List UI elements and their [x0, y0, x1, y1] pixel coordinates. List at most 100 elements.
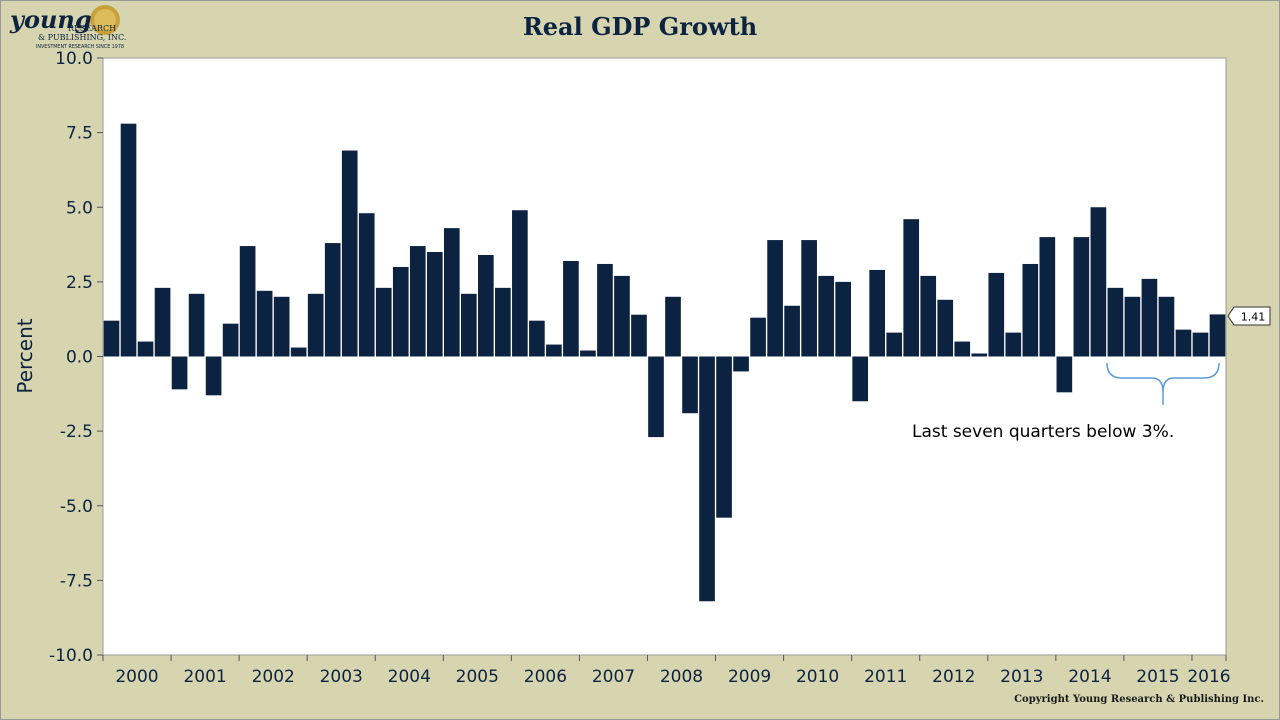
x-tick-label-2012: 2012 [932, 667, 975, 687]
bar-10 [273, 296, 290, 357]
x-tick-label-2009: 2009 [728, 667, 771, 687]
x-tick-label-2000: 2000 [115, 667, 158, 687]
y-tick-label-6: -5.0 [60, 497, 93, 517]
bar-38 [750, 317, 766, 357]
bar-1 [120, 123, 137, 357]
logo-line1: RESEARCH [68, 24, 116, 33]
x-tick-label-2004: 2004 [388, 667, 431, 687]
bar-22 [478, 255, 494, 357]
bar-2 [137, 341, 154, 357]
bar-34 [682, 356, 698, 414]
last-value-callout: 1.41 [1227, 306, 1271, 326]
bar-52 [988, 272, 1005, 357]
plot-area [102, 57, 1227, 656]
annotation-brace [1106, 362, 1220, 405]
bar-3 [154, 287, 171, 357]
bar-5 [188, 293, 205, 357]
bar-49 [937, 299, 954, 357]
x-tick-label-2014: 2014 [1068, 667, 1111, 687]
bar-20 [443, 228, 460, 357]
bar-4 [171, 356, 188, 390]
bar-32 [648, 356, 664, 438]
y-tick-label-8: -10.0 [49, 646, 93, 666]
bar-29 [597, 263, 613, 357]
y-tick-label-4: 0.0 [66, 348, 93, 368]
x-tick-label-2011: 2011 [864, 667, 907, 687]
bar-53 [1005, 332, 1022, 357]
bar-31 [631, 314, 647, 357]
bar-19 [426, 252, 443, 357]
x-tick-label-2003: 2003 [320, 667, 363, 687]
x-tick-label-2001: 2001 [183, 667, 226, 687]
bar-50 [954, 341, 971, 357]
bar-39 [767, 240, 783, 357]
bar-35 [699, 356, 715, 602]
bar-46 [886, 332, 903, 357]
x-tick-label-2016: 2016 [1187, 667, 1230, 687]
y-tick-label-2: 5.0 [66, 198, 93, 218]
bar-47 [903, 219, 920, 357]
bar-57 [1073, 237, 1090, 357]
bar-55 [1039, 237, 1056, 357]
bar-63 [1175, 329, 1192, 357]
bar-58 [1090, 207, 1107, 357]
bar-45 [869, 269, 886, 357]
bar-14 [341, 150, 358, 357]
x-tick-label-2013: 2013 [1000, 667, 1043, 687]
y-tick-label-3: 2.5 [66, 273, 93, 293]
bar-48 [920, 275, 937, 357]
x-tick-label-2007: 2007 [592, 667, 635, 687]
bar-9 [256, 290, 273, 357]
last-value-callout-box [1227, 306, 1271, 326]
chart-title: Real GDP Growth [522, 12, 758, 41]
bar-17 [392, 266, 409, 357]
bar-6 [205, 356, 222, 396]
x-tick-label-2010: 2010 [796, 667, 839, 687]
bar-36 [716, 356, 732, 518]
x-tick-label-2006: 2006 [524, 667, 567, 687]
bar-61 [1141, 278, 1158, 357]
bar-59 [1107, 287, 1124, 357]
y-tick-label-7: -7.5 [60, 571, 93, 591]
bar-33 [665, 296, 681, 357]
bar-12 [307, 293, 324, 357]
bar-25 [529, 320, 545, 357]
bar-23 [495, 287, 511, 357]
bar-41 [801, 240, 817, 357]
bar-37 [733, 356, 749, 372]
bar-16 [375, 287, 392, 357]
bar-15 [358, 213, 375, 357]
bar-27 [563, 260, 579, 357]
copyright-notice: Copyright Young Research & Publishing In… [1014, 694, 1264, 705]
bar-13 [324, 243, 341, 357]
x-tick-label-2015: 2015 [1136, 667, 1179, 687]
bar-11 [290, 347, 307, 357]
bar-7 [222, 323, 239, 357]
bar-26 [546, 344, 562, 357]
bar-28 [580, 350, 596, 357]
bar-24 [512, 210, 528, 357]
bar-21 [461, 293, 477, 357]
bar-54 [1022, 263, 1039, 357]
bar-42 [818, 275, 834, 357]
y-tick-label-1: 7.5 [66, 124, 93, 144]
bar-8 [239, 246, 256, 357]
x-tick-label-2005: 2005 [456, 667, 499, 687]
x-tick-label-2008: 2008 [660, 667, 703, 687]
bar-40 [784, 305, 800, 357]
bar-65 [1209, 314, 1226, 357]
company-logo: young RESEARCH & PUBLISHING, INC. INVEST… [8, 4, 130, 50]
bar-18 [409, 246, 426, 357]
bar-60 [1124, 296, 1141, 357]
logo-tagline: INVESTMENT RESEARCH SINCE 1978 [36, 44, 124, 50]
bar-56 [1056, 356, 1073, 393]
bar-44 [852, 356, 868, 402]
annotation-text: Last seven quarters below 3%. [912, 422, 1174, 442]
last-value-label: 1.41 [1241, 311, 1266, 324]
bar-62 [1158, 296, 1175, 357]
y-tick-label-0: 10.0 [55, 49, 93, 69]
y-axis-label: Percent [13, 318, 37, 393]
logo-brand: young [9, 5, 92, 34]
bar-30 [614, 275, 630, 357]
